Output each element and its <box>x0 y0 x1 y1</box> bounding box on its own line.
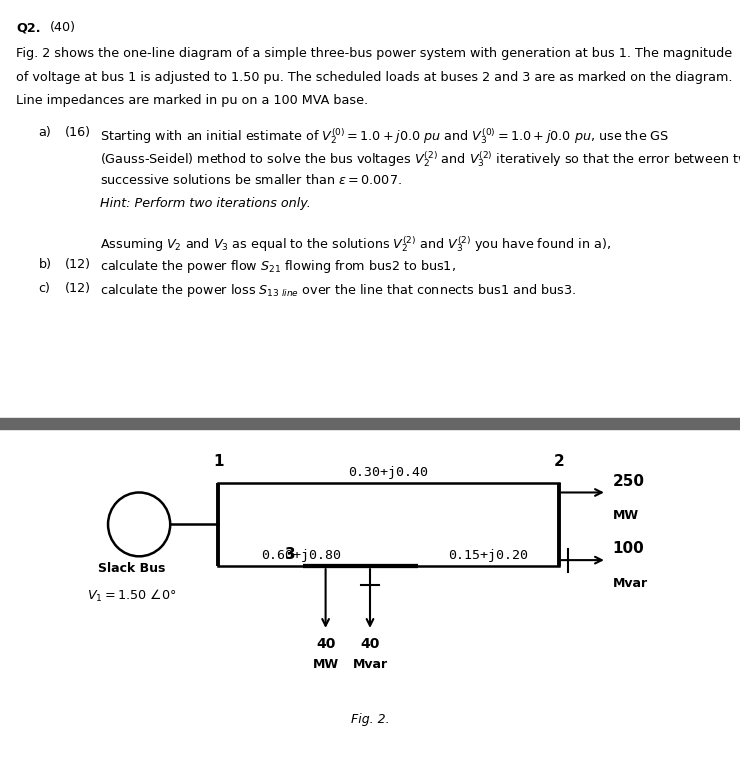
Text: calculate the power flow $S_{21}$ flowing from bus2 to bus1,: calculate the power flow $S_{21}$ flowin… <box>100 258 456 275</box>
Text: Mvar: Mvar <box>352 658 388 671</box>
Text: 0.30+j0.40: 0.30+j0.40 <box>349 466 428 479</box>
Text: 250: 250 <box>613 473 645 489</box>
Text: $V_1 = 1.50\ \angle 0°$: $V_1 = 1.50\ \angle 0°$ <box>87 588 177 604</box>
Text: Assuming $V_2$ and $V_3$ as equal to the solutions $V_2^{(2)}$ and $V_3^{(2)}$ y: Assuming $V_2$ and $V_3$ as equal to the… <box>100 235 610 254</box>
Text: (12): (12) <box>65 282 91 295</box>
Text: Line impedances are marked in pu on a 100 MVA base.: Line impedances are marked in pu on a 10… <box>16 94 369 107</box>
Text: Fig. 2 shows the one-line diagram of a simple three-bus power system with genera: Fig. 2 shows the one-line diagram of a s… <box>16 47 733 60</box>
Text: 0.15+j0.20: 0.15+j0.20 <box>448 549 528 562</box>
Text: (12): (12) <box>65 258 91 271</box>
Text: 3: 3 <box>285 546 295 562</box>
Text: Starting with an initial estimate of $V_2^{(0)} = 1.0 + j0.0\ pu$ and $V_3^{(0)}: Starting with an initial estimate of $V_… <box>100 126 669 146</box>
Text: b): b) <box>38 258 52 271</box>
Text: 0.60+j0.80: 0.60+j0.80 <box>260 549 341 562</box>
Text: Mvar: Mvar <box>613 577 648 590</box>
Text: c): c) <box>38 282 50 295</box>
Text: calculate the power loss $S_{13\ line}$ over the line that connects bus1 and bus: calculate the power loss $S_{13\ line}$ … <box>100 282 576 299</box>
Text: Slack Bus: Slack Bus <box>98 562 166 575</box>
Text: (Gauss-Seidel) method to solve the bus voltages $V_2^{(2)}$ and $V_3^{(2)}$ iter: (Gauss-Seidel) method to solve the bus v… <box>100 150 740 169</box>
Text: 40: 40 <box>316 637 335 651</box>
Text: MW: MW <box>613 509 639 522</box>
Text: 100: 100 <box>613 541 645 556</box>
Text: 40: 40 <box>360 637 380 651</box>
Text: Fig. 2.: Fig. 2. <box>351 713 389 726</box>
Text: 2: 2 <box>554 454 564 469</box>
Text: of voltage at bus 1 is adjusted to 1.50 pu. The scheduled loads at buses 2 and 3: of voltage at bus 1 is adjusted to 1.50 … <box>16 71 733 84</box>
Text: Hint: Perform two iterations only.: Hint: Perform two iterations only. <box>100 197 311 210</box>
Text: MW: MW <box>312 658 339 671</box>
Text: a): a) <box>38 126 51 139</box>
Text: Q2.: Q2. <box>16 21 41 34</box>
Text: (40): (40) <box>50 21 75 34</box>
Text: 1: 1 <box>213 454 223 469</box>
Text: successive solutions be smaller than $\varepsilon = 0.007$.: successive solutions be smaller than $\v… <box>100 173 402 187</box>
Text: (16): (16) <box>65 126 91 139</box>
